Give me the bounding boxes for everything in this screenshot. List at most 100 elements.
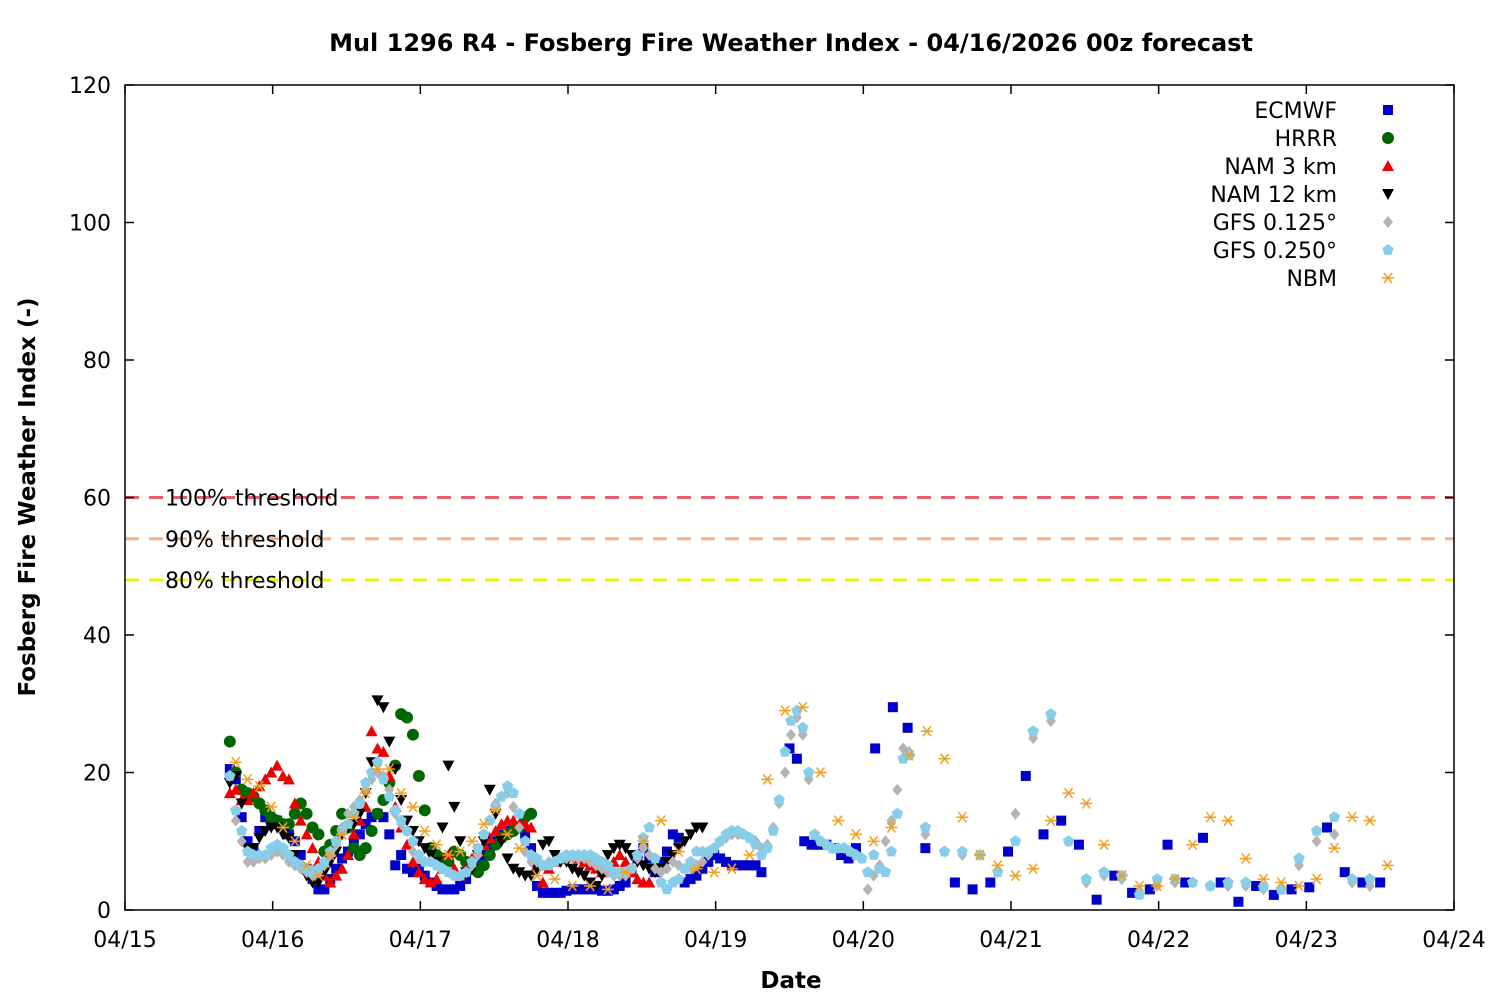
data-point	[743, 849, 756, 861]
series-nbm	[229, 701, 1394, 895]
data-point	[566, 880, 579, 892]
data-point	[756, 867, 767, 878]
data-point	[678, 836, 691, 848]
x-tick-label: 04/24	[1422, 928, 1485, 953]
data-point	[236, 835, 247, 848]
data-point	[495, 818, 508, 830]
data-point	[773, 794, 785, 805]
data-point	[602, 859, 614, 871]
data-point	[277, 769, 290, 781]
data-point	[513, 842, 526, 854]
data-point	[666, 850, 679, 861]
legend-label: ECMWF	[1254, 99, 1337, 124]
data-point	[1204, 879, 1217, 891]
x-tick-label: 04/20	[832, 928, 895, 953]
data-point	[1293, 852, 1305, 864]
data-point	[495, 790, 508, 802]
data-point	[1275, 877, 1288, 888]
data-point	[584, 877, 597, 889]
data-point	[684, 829, 697, 841]
data-point	[288, 835, 301, 847]
data-point	[253, 832, 266, 844]
data-point	[738, 860, 749, 871]
data-point	[347, 811, 360, 823]
data-point	[478, 828, 490, 840]
data-point	[1151, 873, 1163, 884]
data-point	[856, 852, 868, 864]
legend-label: NAM 12 km	[1210, 183, 1337, 208]
x-tick-label: 04/16	[241, 928, 304, 953]
data-point	[1180, 877, 1191, 888]
data-point	[230, 814, 241, 827]
x-tick-label: 04/23	[1275, 928, 1338, 953]
data-point	[324, 845, 336, 857]
y-tick-label: 120	[69, 74, 111, 99]
data-point	[749, 838, 762, 850]
legend-label: NAM 3 km	[1224, 155, 1337, 180]
data-point	[277, 822, 290, 833]
x-tick-label: 04/15	[93, 928, 156, 953]
data-point	[424, 850, 437, 861]
data-point	[371, 742, 384, 754]
data-point	[803, 766, 815, 778]
y-tick-label: 80	[83, 349, 111, 374]
data-points	[223, 695, 1394, 907]
data-point	[672, 846, 685, 858]
data-point	[536, 876, 549, 888]
legend-label: HRRR	[1275, 127, 1337, 152]
data-point	[661, 862, 672, 875]
threshold-label: 90% threshold	[165, 528, 325, 553]
data-point	[1127, 887, 1138, 898]
data-point	[785, 714, 797, 726]
data-point	[484, 843, 495, 854]
data-point	[1027, 725, 1039, 737]
data-point	[1268, 889, 1279, 900]
data-point	[584, 880, 597, 892]
data-point	[732, 860, 743, 871]
data-point	[1292, 880, 1305, 892]
data-point	[443, 884, 454, 895]
x-tick-label: 04/21	[979, 928, 1042, 953]
data-point	[1233, 896, 1244, 907]
data-point	[377, 745, 390, 757]
data-point	[454, 836, 467, 848]
data-point	[431, 880, 442, 891]
data-point	[548, 850, 561, 861]
data-point	[461, 874, 472, 885]
legend-label: GFS 0.250°	[1213, 239, 1337, 264]
data-point	[879, 866, 892, 877]
data-point	[867, 835, 880, 847]
data-point	[483, 784, 496, 796]
data-point	[396, 850, 407, 860]
data-point	[430, 839, 443, 851]
data-point	[477, 818, 490, 830]
data-point	[530, 870, 543, 882]
data-point	[312, 828, 325, 841]
data-point	[601, 883, 614, 895]
legend: ECMWF HRRR NAM 3 km NAM 12 km GFS 0.125° GFS …	[1210, 99, 1394, 292]
data-point	[1346, 811, 1359, 823]
data-point	[360, 776, 372, 788]
data-point	[991, 859, 1004, 871]
data-point	[347, 828, 360, 840]
data-point	[406, 728, 419, 741]
data-point	[902, 722, 913, 733]
data-point	[1020, 770, 1031, 781]
data-point	[241, 773, 254, 785]
data-point	[938, 753, 951, 765]
data-point	[489, 804, 502, 816]
data-point	[501, 780, 514, 792]
data-point	[1197, 832, 1208, 843]
data-point	[348, 807, 360, 819]
data-point	[1115, 870, 1128, 882]
data-point	[542, 836, 555, 848]
data-point	[454, 846, 467, 858]
data-point	[300, 859, 313, 871]
data-point	[1144, 884, 1155, 895]
data-point	[643, 876, 656, 888]
data-point	[1222, 815, 1235, 827]
data-point	[862, 866, 874, 877]
data-point	[247, 787, 260, 799]
data-point	[1239, 852, 1252, 864]
data-point	[406, 855, 419, 867]
